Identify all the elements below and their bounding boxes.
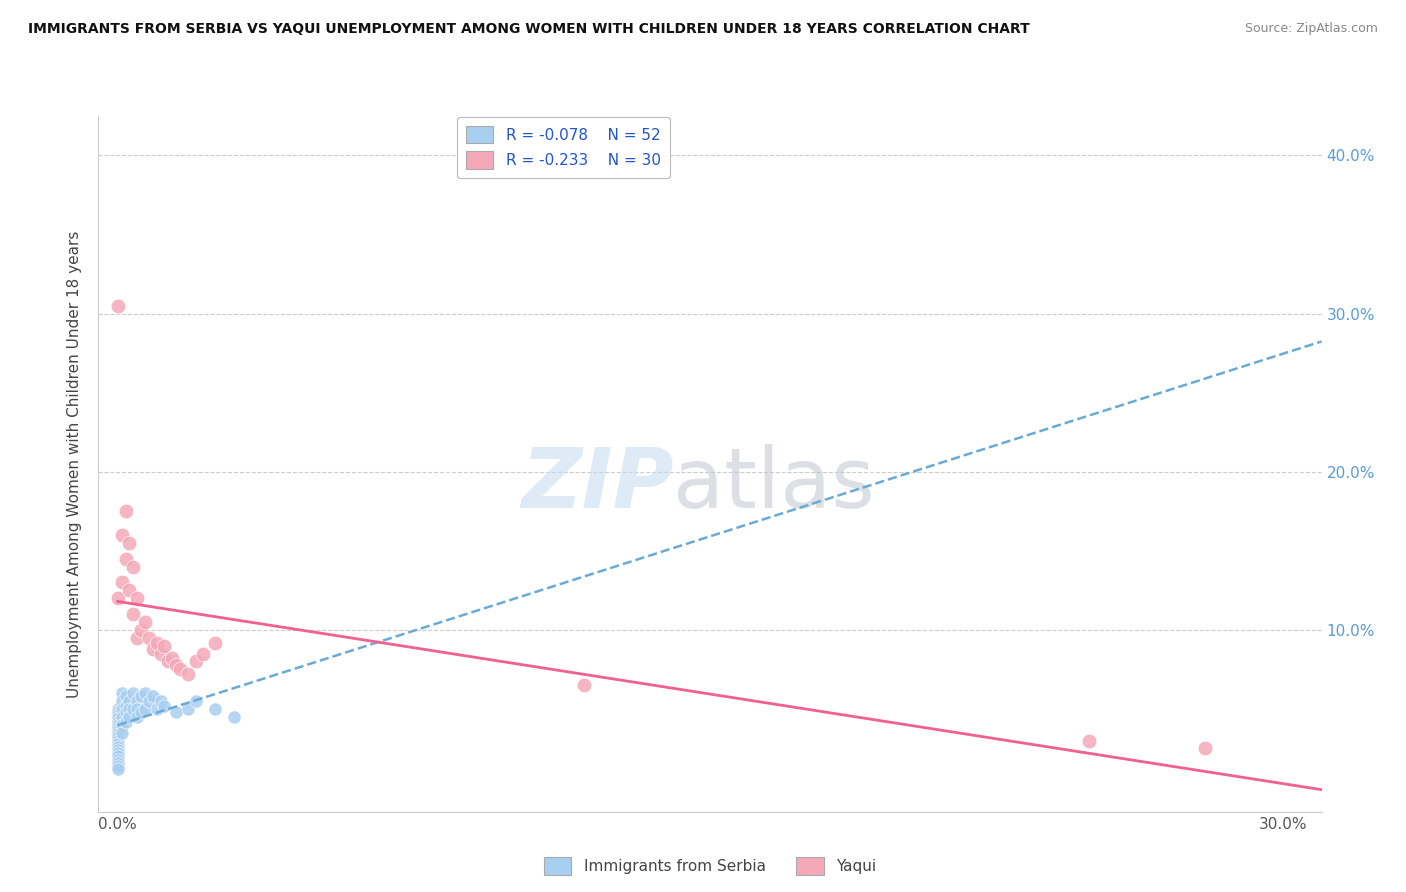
Text: atlas: atlas <box>673 444 875 525</box>
Point <box>107 727 129 741</box>
Point <box>107 711 129 725</box>
Point <box>177 667 200 681</box>
Point <box>107 762 129 776</box>
Point <box>107 721 129 735</box>
Point <box>134 702 156 716</box>
Point <box>127 694 149 708</box>
Point <box>111 710 134 724</box>
Point <box>122 702 145 716</box>
Point <box>204 635 226 649</box>
Point <box>118 536 141 550</box>
Point <box>184 694 207 708</box>
Point <box>122 607 145 621</box>
Point <box>107 733 129 747</box>
Point <box>169 662 191 676</box>
Point <box>184 655 207 669</box>
Point <box>107 756 129 770</box>
Point <box>118 583 141 598</box>
Point <box>111 702 134 716</box>
Point <box>224 710 246 724</box>
Point <box>111 575 134 590</box>
Point <box>122 686 145 700</box>
Point <box>118 702 141 716</box>
Y-axis label: Unemployment Among Women with Children Under 18 years: Unemployment Among Women with Children U… <box>67 230 83 698</box>
Point <box>107 753 129 767</box>
Point <box>107 743 129 757</box>
Text: IMMIGRANTS FROM SERBIA VS YAQUI UNEMPLOYMENT AMONG WOMEN WITH CHILDREN UNDER 18 : IMMIGRANTS FROM SERBIA VS YAQUI UNEMPLOY… <box>28 22 1029 37</box>
Point <box>114 504 136 518</box>
Point <box>129 623 152 637</box>
Point <box>107 591 129 606</box>
Point <box>149 694 172 708</box>
Point <box>107 731 129 745</box>
Point <box>107 708 129 723</box>
Point <box>153 698 176 713</box>
Point <box>142 690 165 704</box>
Point <box>107 724 129 739</box>
Point <box>127 591 149 606</box>
Point <box>127 631 149 645</box>
Point <box>107 759 129 773</box>
Point <box>127 710 149 724</box>
Point <box>129 705 152 719</box>
Point <box>122 559 145 574</box>
Point <box>107 702 129 716</box>
Point <box>114 698 136 713</box>
Point <box>114 690 136 704</box>
Point <box>118 710 141 724</box>
Point <box>129 690 152 704</box>
Point <box>145 702 167 716</box>
Point <box>114 705 136 719</box>
Point <box>149 647 172 661</box>
Point <box>107 299 129 313</box>
Point <box>111 694 134 708</box>
Point <box>111 686 134 700</box>
Point <box>107 717 129 731</box>
Point <box>118 694 141 708</box>
Point <box>572 678 595 692</box>
Point <box>107 714 129 729</box>
Point <box>1194 741 1216 756</box>
Legend: Immigrants from Serbia, Yaqui: Immigrants from Serbia, Yaqui <box>538 851 882 880</box>
Point <box>160 651 183 665</box>
Point <box>177 702 200 716</box>
Point <box>142 641 165 656</box>
Point <box>107 739 129 754</box>
Point <box>157 655 180 669</box>
Text: ZIP: ZIP <box>520 444 673 525</box>
Point <box>138 631 160 645</box>
Point <box>107 749 129 764</box>
Point <box>107 705 129 719</box>
Point <box>111 725 134 739</box>
Point <box>134 686 156 700</box>
Point <box>107 737 129 751</box>
Point <box>114 551 136 566</box>
Text: Source: ZipAtlas.com: Source: ZipAtlas.com <box>1244 22 1378 36</box>
Point <box>107 746 129 760</box>
Point <box>153 639 176 653</box>
Point <box>1077 733 1099 747</box>
Point <box>193 647 215 661</box>
Point <box>165 705 187 719</box>
Point <box>145 635 167 649</box>
Point <box>138 694 160 708</box>
Point <box>114 714 136 729</box>
Point <box>111 528 134 542</box>
Point <box>165 657 187 672</box>
Point <box>204 702 226 716</box>
Point <box>134 615 156 629</box>
Point <box>127 702 149 716</box>
Point <box>111 717 134 731</box>
